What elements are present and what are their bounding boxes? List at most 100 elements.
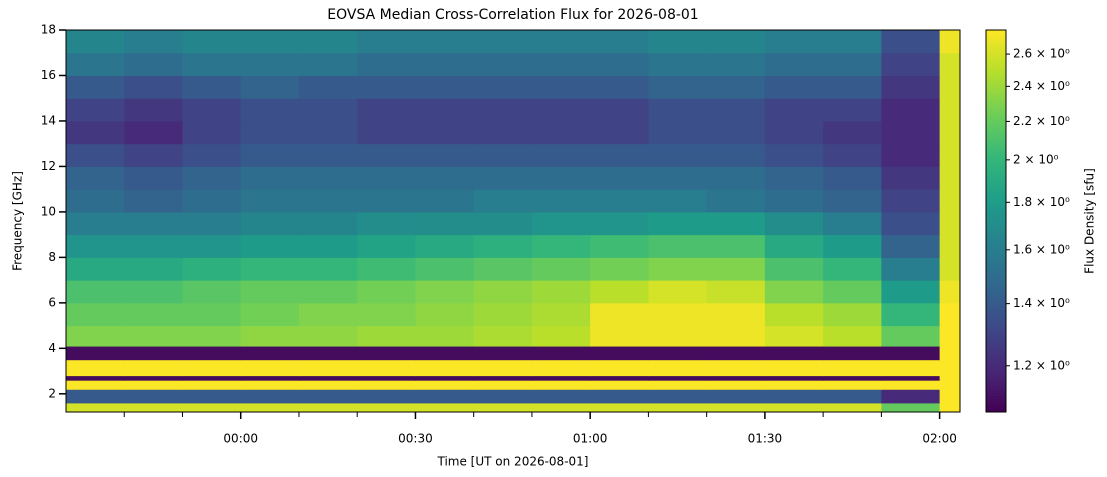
heatmap-cell (473, 166, 533, 190)
heatmap-cell (357, 166, 416, 190)
heatmap-cell (66, 143, 125, 167)
heatmap-cell (706, 280, 766, 304)
heatmap-cell (590, 302, 649, 327)
colorbar-segment (986, 284, 1006, 289)
colorbar-segment (986, 170, 1006, 174)
colorbar-segment (986, 30, 1006, 34)
heatmap-cell (881, 143, 941, 167)
colorbar-segment (986, 217, 1006, 222)
heatmap-cell (590, 325, 649, 347)
heatmap-cell (764, 189, 824, 213)
heatmap-cell (473, 30, 533, 54)
colorbar-segment (986, 316, 1006, 321)
colorbar-segment (986, 189, 1006, 193)
heatmap-cell (415, 402, 475, 413)
x-tick-label: 00:00 (223, 432, 258, 446)
heatmap-cell (531, 359, 591, 377)
heatmap-cell (706, 375, 766, 381)
heatmap-cell (415, 346, 475, 361)
heatmap-cell (531, 389, 591, 404)
heatmap-cell (531, 257, 591, 281)
heatmap-cell (182, 75, 242, 99)
x-tick-label: 02:00 (922, 432, 957, 446)
colorbar-segment (986, 211, 1006, 216)
heatmap-cell (881, 30, 941, 54)
heatmap-cell (648, 189, 708, 213)
colorbar-segment (986, 179, 1006, 184)
colorbar-segment (986, 201, 1006, 206)
heatmap-cell (415, 257, 475, 281)
heatmap-cell (590, 346, 649, 361)
colorbar-segment (986, 166, 1006, 171)
y-tick-label: 4 (48, 341, 56, 355)
heatmap-cell (531, 375, 591, 381)
heatmap-cell (357, 234, 416, 258)
heatmap-cell (590, 189, 649, 213)
heatmap-cell (531, 75, 591, 99)
colorbar-segment (986, 300, 1006, 305)
colorbar-segment (986, 154, 1006, 158)
heatmap-cell (124, 234, 183, 258)
colorbar-segment (986, 303, 1006, 308)
colorbar-segment (986, 33, 1006, 37)
heatmap-cell (182, 280, 242, 304)
heatmap-cell (939, 189, 961, 213)
colorbar-segment (986, 332, 1006, 337)
heatmap-cell (881, 380, 941, 390)
colorbar-segment (986, 119, 1006, 123)
colorbar-segment (986, 256, 1006, 260)
heatmap-cell (590, 234, 649, 258)
colorbar-segment (986, 144, 1006, 149)
heatmap-cell (706, 120, 766, 145)
heatmap-cell (590, 280, 649, 304)
colorbar-segment (986, 135, 1006, 139)
heatmap-cell (939, 380, 961, 390)
heatmap-cell (648, 52, 708, 76)
heatmap-cell (66, 234, 125, 258)
heatmap-cell (298, 280, 358, 304)
heatmap-cell (357, 30, 416, 54)
heatmap-cell (182, 402, 242, 413)
heatmap-cell (357, 359, 416, 377)
heatmap-cell (706, 257, 766, 281)
colorbar-tick-label: 1.6 × 10⁰ (1013, 242, 1070, 256)
heatmap-cell (298, 375, 358, 381)
heatmap-cell (531, 325, 591, 347)
heatmap-cell (590, 211, 649, 236)
heatmap-cell (240, 189, 300, 213)
colorbar-segment (986, 376, 1006, 381)
heatmap-cell (706, 302, 766, 327)
heatmap-cell (240, 98, 300, 122)
heatmap-cell (648, 346, 708, 361)
heatmap-cell (764, 30, 824, 54)
heatmap-cell (182, 302, 242, 327)
heatmap-cell (357, 211, 416, 236)
heatmap-cell (648, 257, 708, 281)
colorbar-segment (986, 259, 1006, 263)
colorbar-segment (986, 281, 1006, 286)
colorbar-segment (986, 93, 1006, 98)
colorbar-segment (986, 176, 1006, 181)
colorbar-segment (986, 125, 1006, 130)
heatmap-cell (648, 98, 708, 122)
heatmap-cell (240, 52, 300, 76)
colorbar-segment (986, 103, 1006, 107)
heatmap-cell (473, 280, 533, 304)
colorbar-segment (986, 310, 1006, 314)
heatmap-cell (531, 166, 591, 190)
heatmap-cell (706, 346, 766, 361)
heatmap-cell (357, 302, 416, 327)
heatmap-cell (124, 325, 183, 347)
y-tick-label: 14 (41, 113, 56, 127)
heatmap-cell (881, 234, 941, 258)
heatmap-cell (648, 75, 708, 99)
colorbar-segment (986, 68, 1006, 72)
heatmap-cell (823, 120, 882, 145)
colorbar-segment (986, 386, 1006, 391)
heatmap-cell (473, 346, 533, 361)
heatmap-cell (473, 143, 533, 167)
heatmap-cell (182, 375, 242, 381)
colorbar-segment (986, 87, 1006, 91)
heatmap-cell (357, 75, 416, 99)
heatmap-cell (531, 120, 591, 145)
